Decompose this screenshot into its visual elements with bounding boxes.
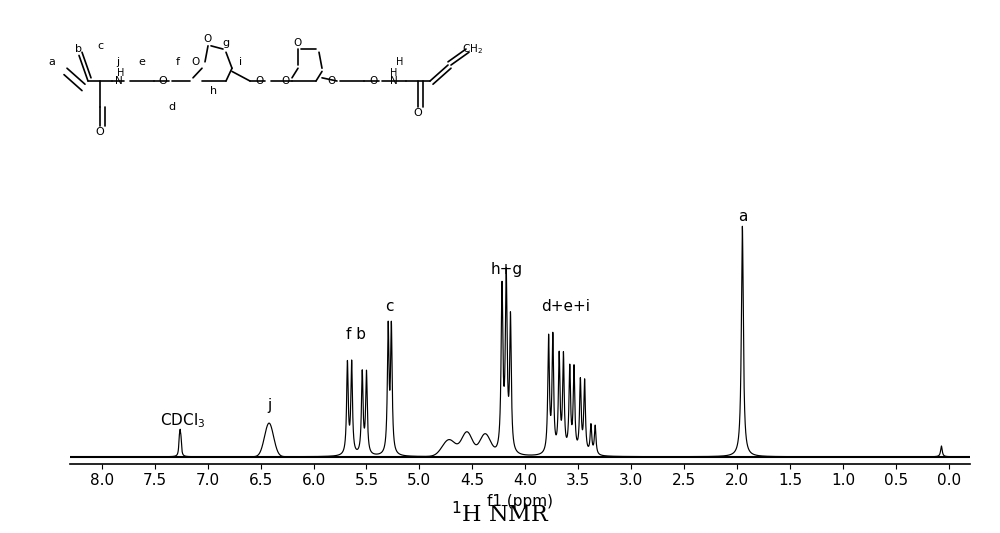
Text: h: h	[210, 86, 218, 95]
Text: a: a	[738, 209, 747, 224]
Text: O: O	[192, 57, 200, 67]
Text: e: e	[139, 57, 145, 67]
Text: h+g: h+g	[490, 262, 522, 277]
Text: H: H	[117, 68, 125, 78]
Text: O: O	[282, 76, 290, 86]
Text: g: g	[222, 38, 230, 47]
Text: d: d	[168, 102, 176, 111]
Text: b: b	[76, 44, 82, 54]
X-axis label: f1 (ppm): f1 (ppm)	[487, 494, 553, 509]
Text: H: H	[396, 57, 404, 67]
Text: O: O	[255, 76, 263, 86]
Text: O: O	[369, 76, 377, 86]
Text: i: i	[239, 57, 243, 67]
Text: O: O	[96, 127, 104, 137]
Text: f b: f b	[346, 327, 366, 342]
Text: O: O	[159, 76, 167, 86]
Text: CH$_2$: CH$_2$	[462, 42, 482, 56]
Text: N: N	[390, 76, 398, 86]
Text: O: O	[327, 76, 335, 86]
Text: c: c	[97, 41, 103, 51]
Text: f: f	[176, 57, 180, 67]
Text: j: j	[267, 398, 271, 413]
Text: H: H	[390, 68, 398, 78]
Text: $^{1}$H NMR: $^{1}$H NMR	[451, 503, 549, 528]
Text: O: O	[294, 38, 302, 47]
Text: j: j	[116, 57, 120, 67]
Text: c: c	[386, 299, 394, 314]
Text: O: O	[204, 35, 212, 44]
Text: O: O	[414, 108, 422, 118]
Text: d+e+i: d+e+i	[541, 299, 590, 314]
Text: CDCl$_3$: CDCl$_3$	[160, 411, 205, 430]
Text: a: a	[49, 57, 55, 67]
Text: N: N	[115, 76, 123, 86]
